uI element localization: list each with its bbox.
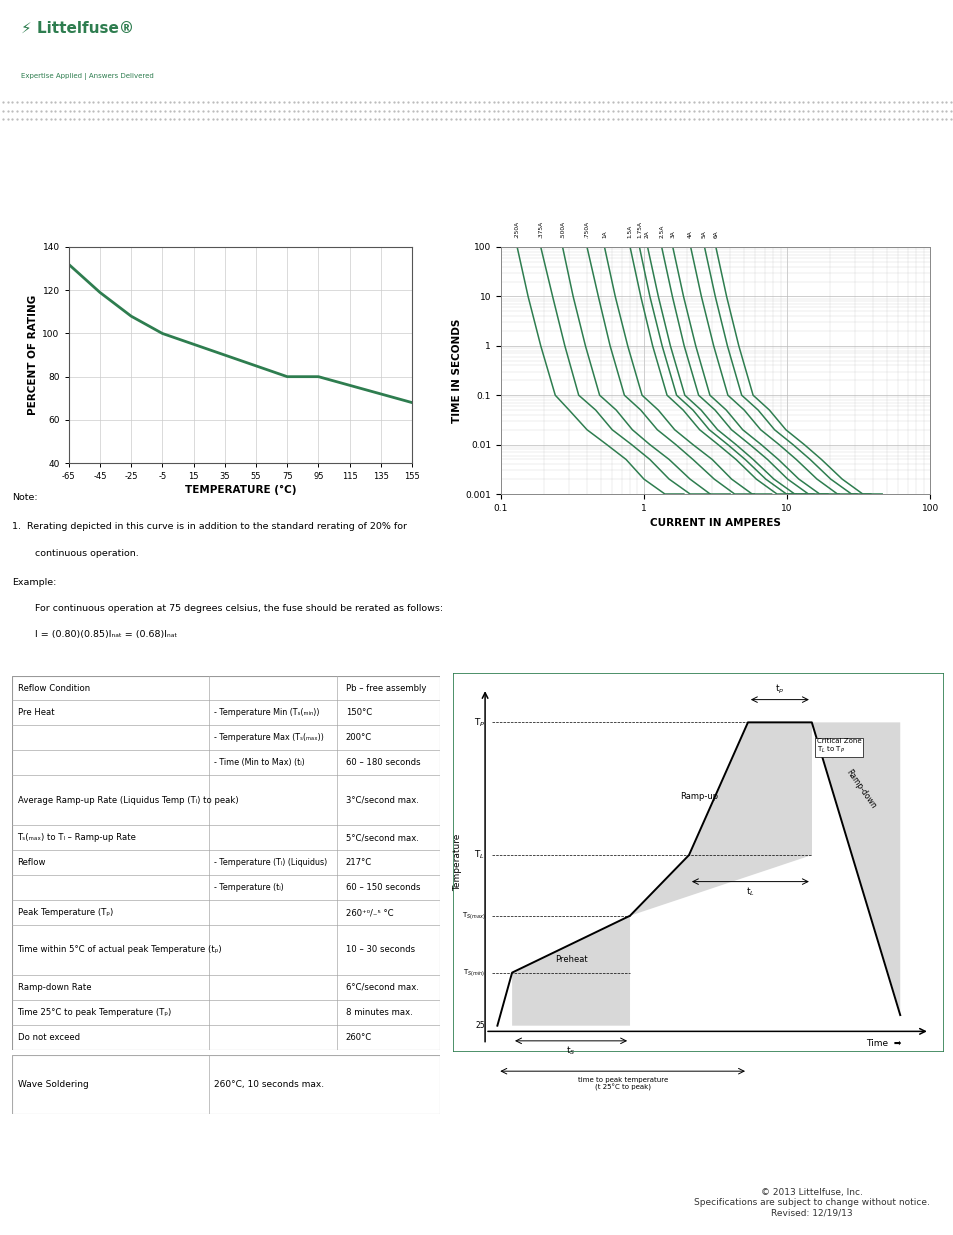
Polygon shape	[512, 915, 629, 1026]
Text: 3°C/second max.: 3°C/second max.	[345, 795, 418, 805]
Text: 8 minutes max.: 8 minutes max.	[345, 1008, 412, 1016]
Text: For continuous operation at 75 degrees celsius, the fuse should be rerated as fo: For continuous operation at 75 degrees c…	[35, 604, 442, 613]
Text: Time 25°C to peak Temperature (Tₚ): Time 25°C to peak Temperature (Tₚ)	[17, 1008, 172, 1016]
Text: 2.5A: 2.5A	[659, 225, 663, 238]
Text: Tₛ(ₘₐₓ) to Tₗ – Ramp-up Rate: Tₛ(ₘₐₓ) to Tₗ – Ramp-up Rate	[17, 834, 136, 842]
Text: 4A: 4A	[687, 231, 693, 238]
Text: - Temperature (tₗ): - Temperature (tₗ)	[213, 883, 284, 892]
Text: 60 – 150 seconds: 60 – 150 seconds	[345, 883, 420, 892]
Text: Critical Zone
T$_L$ to T$_P$: Critical Zone T$_L$ to T$_P$	[816, 737, 861, 755]
Text: 3A: 3A	[670, 231, 675, 238]
Text: Example:: Example:	[12, 578, 57, 587]
Text: 260°C, 10 seconds max.: 260°C, 10 seconds max.	[213, 1079, 324, 1089]
Text: 5°C/second max.: 5°C/second max.	[345, 834, 418, 842]
Text: 260⁺⁰/₋⁵ °C: 260⁺⁰/₋⁵ °C	[345, 908, 393, 918]
Y-axis label: PERCENT OF RATING: PERCENT OF RATING	[29, 295, 38, 415]
Text: .375A: .375A	[537, 221, 542, 238]
Polygon shape	[747, 722, 811, 855]
Text: Ramp-up: Ramp-up	[679, 792, 717, 800]
Text: Do not exceed: Do not exceed	[17, 1032, 79, 1042]
Text: Temperature: Temperature	[453, 834, 462, 892]
Text: t$_S$: t$_S$	[566, 1045, 576, 1057]
Text: T$_L$: T$_L$	[474, 848, 484, 861]
Text: 25: 25	[475, 1021, 484, 1030]
Text: Ramp-down: Ramp-down	[843, 767, 877, 810]
Text: 5A: 5A	[701, 231, 706, 238]
Text: t$_p$: t$_p$	[775, 683, 783, 695]
Polygon shape	[811, 722, 900, 1013]
Text: Average Ramp-up Rate (Liquidus Temp (Tₗ) to peak): Average Ramp-up Rate (Liquidus Temp (Tₗ)…	[17, 795, 238, 805]
Text: 200°C: 200°C	[345, 734, 372, 742]
X-axis label: TEMPERATURE (°C): TEMPERATURE (°C)	[185, 485, 295, 495]
Text: Expertise Applied | Answers Delivered: Expertise Applied | Answers Delivered	[21, 73, 153, 80]
Text: T$_{S(max)}$: T$_{S(max)}$	[461, 910, 484, 921]
Text: 1.75A: 1.75A	[637, 221, 641, 238]
Text: Note:: Note:	[12, 493, 38, 503]
Text: 6°C/second max.: 6°C/second max.	[345, 983, 418, 992]
X-axis label: CURRENT IN AMPERES: CURRENT IN AMPERES	[649, 519, 781, 529]
Text: T$_{S(min)}$: T$_{S(min)}$	[462, 967, 484, 978]
Text: t$_L$: t$_L$	[745, 885, 754, 898]
Text: time to peak temperature
(t 25°C to peak): time to peak temperature (t 25°C to peak…	[577, 1077, 667, 1092]
Text: 6A: 6A	[713, 231, 718, 238]
Text: Pb – free assembly: Pb – free assembly	[345, 683, 426, 693]
Text: Wave Soldering: Wave Soldering	[17, 1079, 89, 1089]
Text: Time within 5°C of actual peak Temperature (tₚ): Time within 5°C of actual peak Temperatu…	[17, 946, 222, 955]
Text: Surface Mount Fuses: Surface Mount Fuses	[229, 21, 476, 41]
Text: continuous operation.: continuous operation.	[35, 548, 138, 557]
Text: ⚡ Littelfuse®: ⚡ Littelfuse®	[21, 21, 134, 36]
Text: © 2013 Littelfuse, Inc.
Specifications are subject to change without notice.
Rev: © 2013 Littelfuse, Inc. Specifications a…	[694, 1188, 929, 1218]
FancyBboxPatch shape	[10, 6, 191, 88]
Text: Average Time Current Curves: Average Time Current Curves	[435, 207, 630, 220]
Text: Soldering Parameters: Soldering Parameters	[20, 651, 164, 663]
Text: 2A: 2A	[644, 231, 649, 238]
Text: .250A: .250A	[514, 221, 519, 238]
Y-axis label: TIME IN SECONDS: TIME IN SECONDS	[452, 319, 462, 422]
Text: - Temperature (Tₗ) (Liquidus): - Temperature (Tₗ) (Liquidus)	[213, 858, 327, 867]
Text: 260°C: 260°C	[345, 1032, 372, 1042]
Text: 1A: 1A	[601, 231, 606, 238]
Text: Ceramic Fuse > 438 Series: Ceramic Fuse > 438 Series	[229, 68, 416, 82]
Text: I = (0.80)(0.85)Iₙₐₜ = (0.68)Iₙₐₜ: I = (0.80)(0.85)Iₙₐₜ = (0.68)Iₙₐₜ	[35, 630, 177, 640]
Text: .750A: .750A	[584, 221, 589, 238]
Text: Reflow: Reflow	[17, 858, 46, 867]
Text: 217°C: 217°C	[345, 858, 372, 867]
Polygon shape	[629, 722, 811, 915]
Text: Preheat: Preheat	[555, 955, 587, 963]
Text: 1.5A: 1.5A	[627, 225, 632, 238]
Text: - Time (Min to Max) (tₗ): - Time (Min to Max) (tₗ)	[213, 758, 305, 767]
Text: T$_P$: T$_P$	[473, 716, 484, 729]
Text: 10 – 30 seconds: 10 – 30 seconds	[345, 946, 415, 955]
Text: 1.  Rerating depicted in this curve is in addition to the standard rerating of 2: 1. Rerating depicted in this curve is in…	[12, 522, 407, 531]
Text: Temperature Rerating Curve: Temperature Rerating Curve	[18, 207, 207, 220]
Text: Reflow Condition: Reflow Condition	[17, 683, 90, 693]
Text: Ramp-down Rate: Ramp-down Rate	[17, 983, 91, 992]
Text: 150°C: 150°C	[345, 709, 372, 718]
Text: Pre Heat: Pre Heat	[17, 709, 54, 718]
Text: - Temperature Max (Tₛ(ₘₐₓ)): - Temperature Max (Tₛ(ₘₐₓ))	[213, 734, 324, 742]
Text: 60 – 180 seconds: 60 – 180 seconds	[345, 758, 420, 767]
Text: - Temperature Min (Tₛ(ₘᵢₙ)): - Temperature Min (Tₛ(ₘᵢₙ))	[213, 709, 319, 718]
Text: .500A: .500A	[559, 221, 564, 238]
Text: Time  ➡: Time ➡	[865, 1040, 901, 1049]
Text: Peak Temperature (Tₚ): Peak Temperature (Tₚ)	[17, 908, 112, 918]
